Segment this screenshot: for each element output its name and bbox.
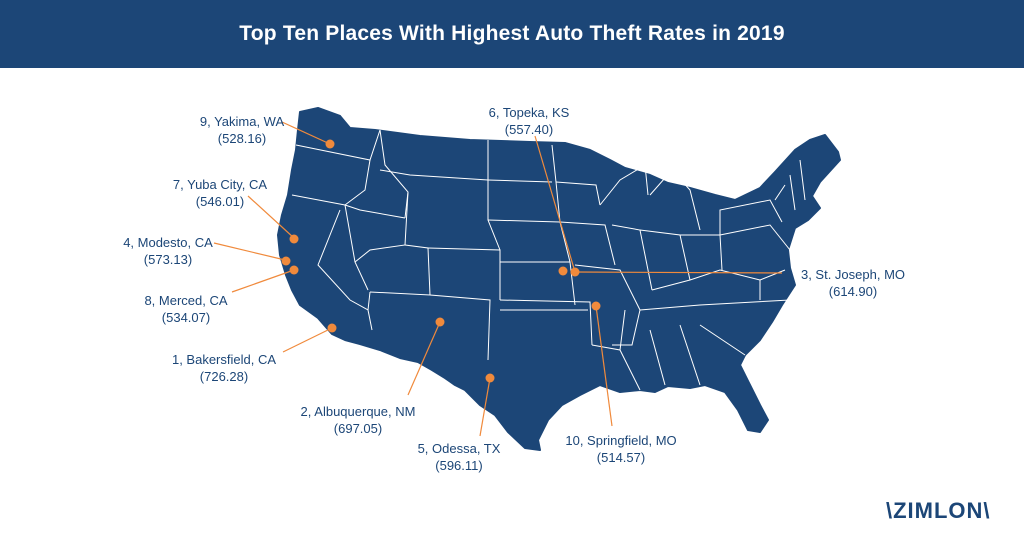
marker-springfield (591, 301, 601, 311)
city-markers (281, 139, 601, 383)
label-name: 8, Merced, CA (144, 293, 228, 308)
label-topeka: 6, Topeka, KS (557.40) (474, 104, 584, 138)
marker-yuba-city (289, 234, 299, 244)
marker-modesto (281, 256, 291, 266)
label-name: 10, Springfield, MO (565, 433, 677, 448)
label-name: 1, Bakersfield, CA (171, 352, 277, 367)
marker-albuquerque (435, 317, 445, 327)
marker-merced (289, 265, 299, 275)
label-name: 6, Topeka, KS (488, 105, 570, 120)
us-outline (277, 107, 841, 451)
label-value: (546.01) (195, 194, 245, 209)
label-value: (726.28) (199, 369, 249, 384)
label-name: 7, Yuba City, CA (172, 177, 268, 192)
label-value: (573.13) (143, 252, 193, 267)
label-albuquerque: 2, Albuquerque, NM (697.05) (288, 403, 428, 437)
marker-st-joseph (570, 267, 580, 277)
marker-topeka (558, 266, 568, 276)
label-merced: 8, Merced, CA (534.07) (126, 292, 246, 326)
label-value: (514.57) (596, 450, 646, 465)
label-value: (534.07) (161, 310, 211, 325)
label-value: (614.90) (828, 284, 878, 299)
label-name: 4, Modesto, CA (123, 235, 213, 250)
label-value: (697.05) (333, 421, 383, 436)
marker-bakersfield (327, 323, 337, 333)
title-banner (0, 0, 1024, 68)
label-name: 9, Yakima, WA (199, 114, 285, 129)
label-name: 3, St. Joseph, MO (800, 267, 906, 282)
label-yakima: 9, Yakima, WA (528.16) (190, 113, 294, 147)
marker-odessa (485, 373, 495, 383)
state-boundaries (291, 129, 806, 391)
label-name: 2, Albuquerque, NM (300, 404, 416, 419)
label-modesto: 4, Modesto, CA (573.13) (108, 234, 228, 268)
marker-yakima (325, 139, 335, 149)
label-odessa: 5, Odessa, TX (596.11) (404, 440, 514, 474)
label-value: (557.40) (504, 122, 554, 137)
label-name: 5, Odessa, TX (417, 441, 501, 456)
label-yuba-city: 7, Yuba City, CA (546.01) (160, 176, 280, 210)
label-bakersfield: 1, Bakersfield, CA (726.28) (160, 351, 288, 385)
label-st-joseph: 3, St. Joseph, MO (614.90) (790, 266, 916, 300)
leader-lines (213, 121, 783, 437)
label-value: (528.16) (217, 131, 267, 146)
label-value: (596.11) (435, 458, 483, 473)
page-title: Top Ten Places With Highest Auto Theft R… (239, 22, 785, 45)
zimlon-logo: \ZIMLON\ (886, 498, 991, 523)
label-springfield: 10, Springfield, MO (514.57) (556, 432, 686, 466)
